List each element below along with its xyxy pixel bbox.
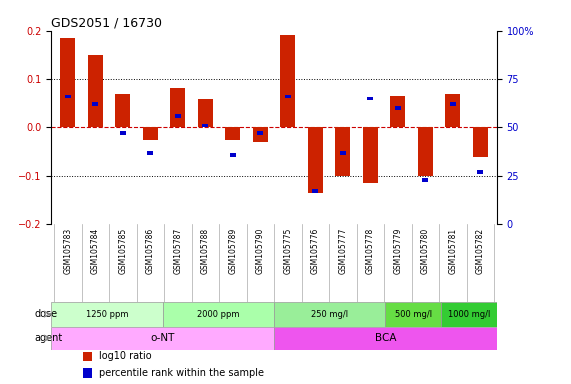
Text: GSM105784: GSM105784 [91, 228, 100, 274]
Bar [88, 55, 103, 127]
Text: o-NT: o-NT [151, 333, 175, 343]
Bar [285, 94, 291, 98]
Bar [340, 151, 346, 155]
Text: GSM105787: GSM105787 [174, 228, 182, 274]
Text: dose: dose [34, 309, 57, 319]
Bar [147, 151, 154, 155]
Text: GSM105785: GSM105785 [118, 228, 127, 274]
Bar [93, 102, 98, 106]
Bar [274, 302, 385, 326]
Text: GSM105776: GSM105776 [311, 228, 320, 275]
Text: GSM105779: GSM105779 [393, 228, 403, 275]
Bar [65, 94, 71, 98]
Bar [450, 102, 456, 106]
Bar [367, 96, 373, 100]
Bar [280, 35, 295, 127]
Bar [83, 368, 93, 378]
Text: 2000 ppm: 2000 ppm [197, 310, 240, 319]
Text: GSM105781: GSM105781 [448, 228, 457, 274]
Bar [441, 302, 497, 326]
Text: 500 mg/l: 500 mg/l [395, 310, 432, 319]
Text: 1250 ppm: 1250 ppm [86, 310, 128, 319]
Text: GSM105780: GSM105780 [421, 228, 430, 274]
Text: 1000 mg/l: 1000 mg/l [448, 310, 490, 319]
Bar [170, 88, 186, 127]
Text: GDS2051 / 16730: GDS2051 / 16730 [51, 17, 162, 30]
Text: GSM105778: GSM105778 [366, 228, 375, 274]
Bar [423, 178, 428, 182]
Text: 250 mg/l: 250 mg/l [311, 310, 348, 319]
Bar [120, 131, 126, 135]
Bar [175, 114, 181, 118]
Bar [312, 189, 319, 193]
Text: BCA: BCA [375, 333, 396, 343]
Bar [418, 127, 433, 176]
Bar [477, 170, 483, 174]
Bar [226, 127, 240, 139]
Text: GSM105775: GSM105775 [283, 228, 292, 275]
Bar [395, 106, 401, 110]
Text: percentile rank within the sample: percentile rank within the sample [99, 368, 264, 378]
Bar [143, 127, 158, 139]
Bar [198, 99, 213, 127]
Bar [274, 326, 497, 350]
Bar [473, 127, 488, 157]
Text: log10 ratio: log10 ratio [99, 351, 152, 361]
Bar [363, 127, 378, 183]
Bar [253, 127, 268, 142]
Text: GSM105782: GSM105782 [476, 228, 485, 274]
Bar [390, 96, 405, 127]
Bar [51, 302, 163, 326]
Bar [445, 94, 460, 127]
Text: GSM105777: GSM105777 [338, 228, 347, 275]
Text: GSM105786: GSM105786 [146, 228, 155, 274]
Bar [308, 127, 323, 193]
Bar [163, 302, 274, 326]
Bar [202, 124, 208, 127]
Bar [258, 131, 263, 135]
Text: GSM105788: GSM105788 [201, 228, 210, 274]
Text: GSM105789: GSM105789 [228, 228, 238, 274]
Bar [115, 94, 130, 127]
Text: GSM105783: GSM105783 [63, 228, 73, 274]
Bar [61, 38, 75, 127]
Bar [230, 152, 236, 157]
Bar [335, 127, 351, 176]
Text: agent: agent [34, 333, 62, 343]
Bar [51, 326, 274, 350]
Bar [83, 352, 93, 361]
Bar [385, 302, 441, 326]
Text: GSM105790: GSM105790 [256, 228, 265, 275]
